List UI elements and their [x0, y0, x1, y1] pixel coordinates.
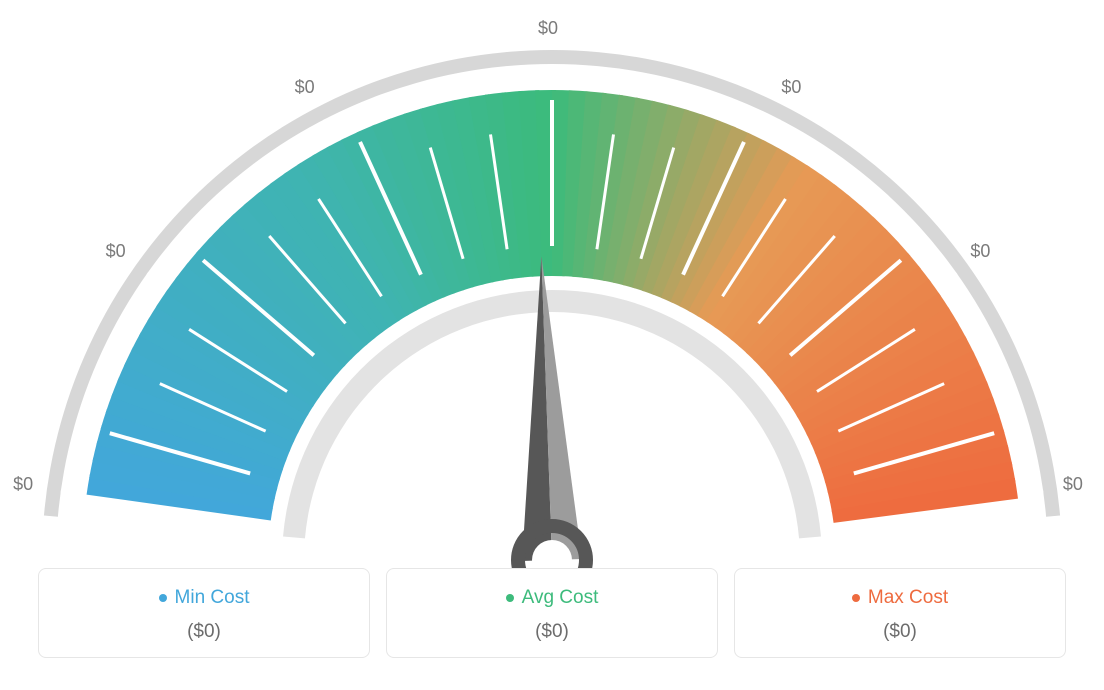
gauge-tick-label: $0 — [538, 18, 558, 39]
gauge-tick-label: $0 — [781, 77, 801, 98]
legend-card-max: Max Cost ($0) — [734, 568, 1066, 658]
gauge-tick-label: $0 — [106, 241, 126, 262]
legend-value-avg: ($0) — [397, 621, 707, 643]
legend-card-min: Min Cost ($0) — [38, 568, 370, 658]
gauge-tick-label: $0 — [970, 241, 990, 262]
gauge-tick-label: $0 — [295, 77, 315, 98]
gauge-tick-label: $0 — [1063, 474, 1083, 495]
gauge-tick-label: $0 — [13, 474, 33, 495]
legend-dot-avg — [506, 594, 514, 602]
legend-dot-min — [159, 594, 167, 602]
gauge-chart — [32, 20, 1072, 585]
legend-title-avg: Avg Cost — [506, 587, 599, 609]
gauge-svg — [32, 20, 1072, 580]
legend-label-avg: Avg Cost — [522, 587, 599, 609]
legend-title-min: Min Cost — [159, 587, 250, 609]
legend-title-max: Max Cost — [852, 587, 948, 609]
legend-label-min: Min Cost — [175, 587, 250, 609]
legend-row: Min Cost ($0) Avg Cost ($0) Max Cost ($0… — [38, 568, 1066, 658]
legend-card-avg: Avg Cost ($0) — [386, 568, 718, 658]
legend-dot-max — [852, 594, 860, 602]
legend-value-min: ($0) — [49, 621, 359, 643]
legend-value-max: ($0) — [745, 621, 1055, 643]
legend-label-max: Max Cost — [868, 587, 948, 609]
